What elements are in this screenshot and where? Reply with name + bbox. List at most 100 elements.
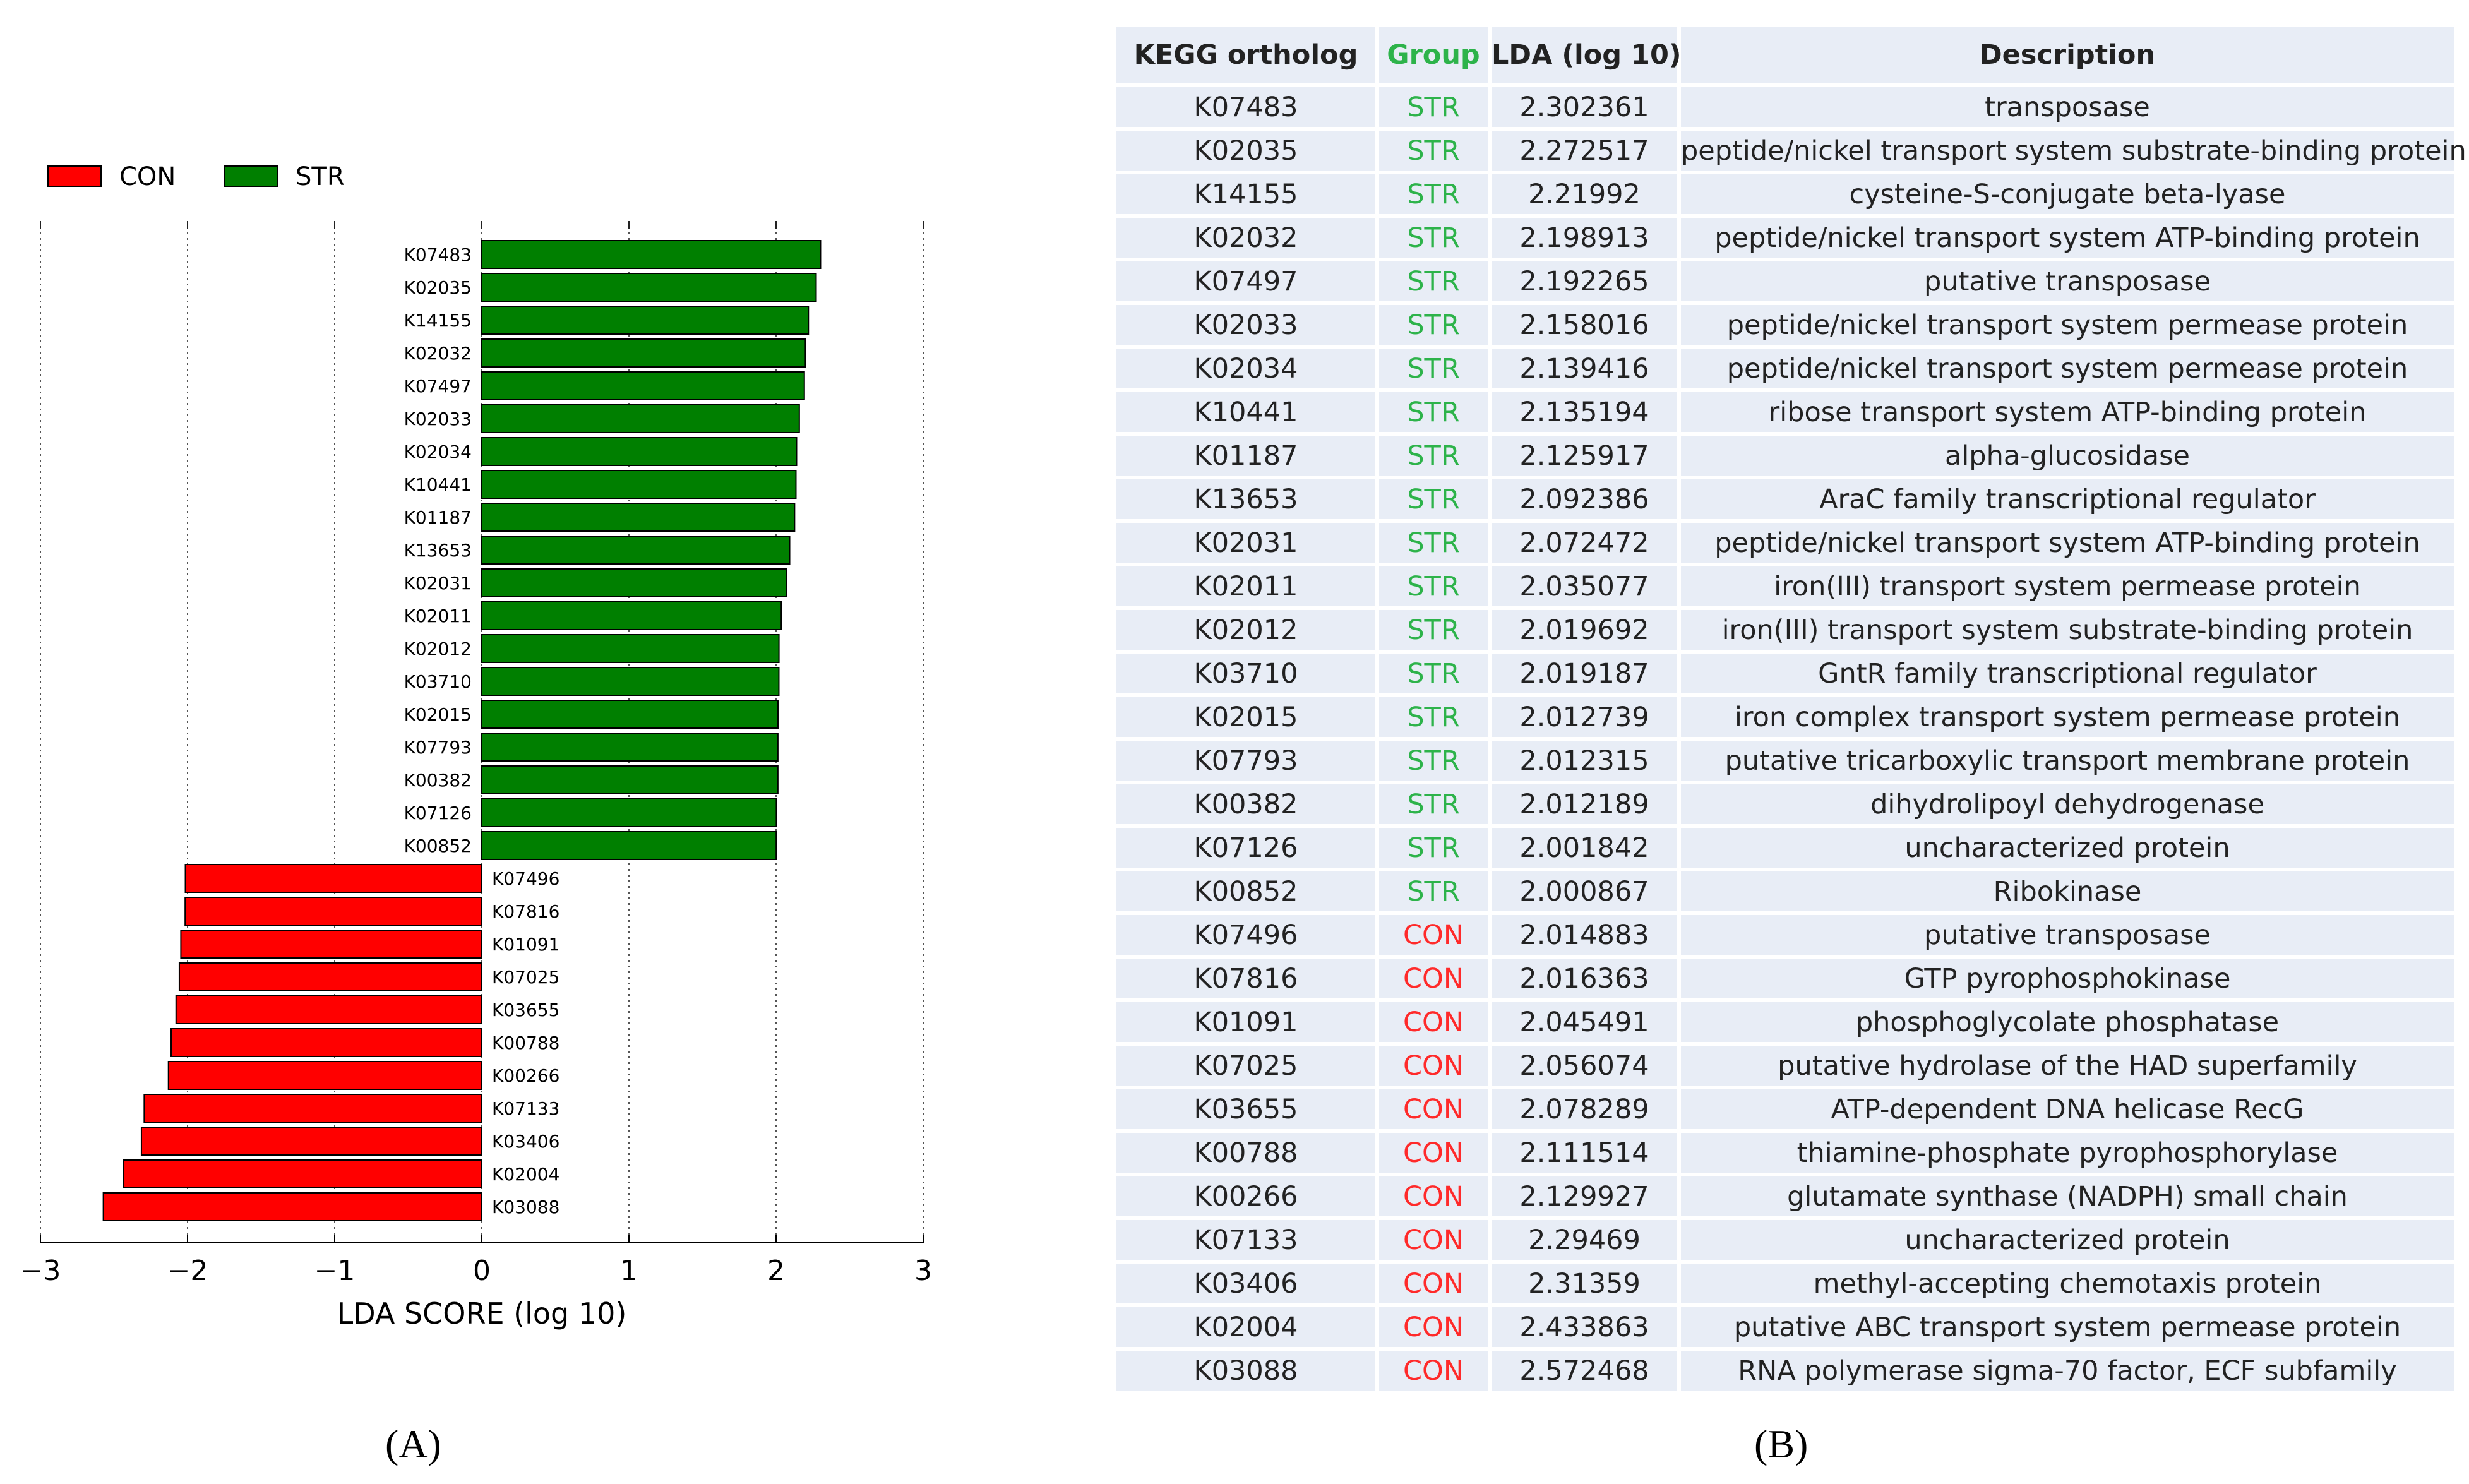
table-row: K03406 CON 2.31359 methyl-accepting chemota… [1116, 1264, 2454, 1303]
cell-kegg-ortholog: K00852 [1116, 871, 1375, 911]
table-row: K07816 CON 2.016363 GTP pyrophosphokinase [1116, 959, 2454, 998]
table-row: K03088 CON 2.572468 RNA polymerase sigma-70… [1116, 1351, 2454, 1391]
cell-kegg-ortholog: K03655 [1116, 1089, 1375, 1129]
bars: K07483 K02035 K14155 K02032 K07497 K02033 K020… [102, 240, 822, 1221]
cell-group: STR [1379, 261, 1488, 301]
cell-lda: 2.129927 [1492, 1176, 1677, 1216]
bar-K00266 [167, 1061, 482, 1090]
bar-K02031 [481, 568, 787, 597]
cell-lda: 2.125917 [1492, 436, 1677, 476]
cell-lda: 2.000867 [1492, 871, 1677, 911]
cell-kegg-ortholog: K00788 [1116, 1133, 1375, 1173]
table-row: K07483 STR 2.302361 transposase [1116, 87, 2454, 127]
cell-kegg-ortholog: K02034 [1116, 349, 1375, 388]
cell-kegg-ortholog: K03710 [1116, 654, 1375, 693]
category-label: K02012 [404, 638, 472, 659]
category-label: K00852 [404, 835, 472, 856]
cell-kegg-ortholog: K02032 [1116, 218, 1375, 258]
table-row: K03655 CON 2.078289 ATP-dependent DNA helic… [1116, 1089, 2454, 1129]
category-label: K01187 [404, 507, 472, 528]
category-label: K02031 [404, 573, 472, 594]
legend: CON STR [47, 162, 345, 191]
table-row: K02015 STR 2.012739 iron complex transport … [1116, 697, 2454, 737]
cell-description: RNA polymerase sigma-70 factor, ECF subf… [1681, 1351, 2454, 1391]
bar-K13653 [481, 536, 791, 565]
cell-kegg-ortholog: K07126 [1116, 828, 1375, 868]
bar-K02004 [123, 1159, 483, 1188]
cell-description: putative ABC transport system permease p… [1681, 1307, 2454, 1347]
category-label: K02034 [404, 441, 472, 462]
cell-group: CON [1379, 1176, 1488, 1216]
category-label: K07816 [492, 901, 559, 922]
cell-kegg-ortholog: K13653 [1116, 479, 1375, 519]
cell-lda: 2.135194 [1492, 392, 1677, 432]
bar-K07025 [178, 962, 482, 991]
category-label: K03088 [492, 1197, 559, 1218]
cell-lda: 2.012315 [1492, 741, 1677, 781]
cell-group: CON [1379, 915, 1488, 955]
cell-description: uncharacterized protein [1681, 828, 2454, 868]
cell-kegg-ortholog: K07816 [1116, 959, 1375, 998]
cell-lda: 2.092386 [1492, 479, 1677, 519]
category-label: K07793 [404, 737, 472, 758]
cell-group: CON [1379, 1046, 1488, 1086]
cell-group: STR [1379, 871, 1488, 911]
cell-group: CON [1379, 1307, 1488, 1347]
table-header-row: KEGG ortholog Group LDA (log 10) Descrip… [1116, 27, 2454, 83]
cell-description: peptide/nickel transport system substrat… [1681, 131, 2466, 171]
cell-group: STR [1379, 349, 1488, 388]
category-label: K02032 [404, 343, 472, 364]
table-row: K02034 STR 2.139416 peptide/nickel transpor… [1116, 349, 2454, 388]
category-label: K00382 [404, 770, 472, 791]
cell-kegg-ortholog: K07497 [1116, 261, 1375, 301]
cell-kegg-ortholog: K00266 [1116, 1176, 1375, 1216]
cell-lda: 2.29469 [1492, 1220, 1677, 1260]
cell-description: peptide/nickel transport system permease… [1681, 305, 2454, 345]
bar-K01091 [180, 930, 482, 959]
table-row: K02033 STR 2.158016 peptide/nickel transpor… [1116, 305, 2454, 345]
table-row: K00788 CON 2.111514 thiamine-phosphate pyro… [1116, 1133, 2454, 1173]
table-row: K02035 STR 2.272517 peptide/nickel transpor… [1116, 131, 2466, 171]
cell-lda: 2.198913 [1492, 218, 1677, 258]
bar-K00852 [481, 831, 777, 860]
cell-group: STR [1379, 523, 1488, 563]
table-row: K02011 STR 2.035077 iron(III) transport sys… [1116, 566, 2454, 606]
cell-lda: 2.158016 [1492, 305, 1677, 345]
table-row: K03710 STR 2.019187 GntR family transcripti… [1116, 654, 2454, 693]
cell-lda: 2.056074 [1492, 1046, 1677, 1086]
table-row: K07497 STR 2.192265 putative transposase [1116, 261, 2454, 301]
cell-lda: 2.045491 [1492, 1002, 1677, 1042]
category-label: K07025 [492, 967, 559, 988]
x-tick-label: 3 [914, 1255, 932, 1287]
cell-group: STR [1379, 305, 1488, 345]
cell-kegg-ortholog: K02033 [1116, 305, 1375, 345]
cell-lda: 2.012189 [1492, 784, 1677, 824]
x-axis: −3 −2 −1 0 1 2 3 LDA SCORE (log 10) [20, 1235, 932, 1331]
cell-group: STR [1379, 479, 1488, 519]
cell-group: CON [1379, 1220, 1488, 1260]
table-row: K07133 CON 2.29469 uncharacterized protein [1116, 1220, 2454, 1260]
cell-lda: 2.019187 [1492, 654, 1677, 693]
bar-K07816 [184, 897, 482, 926]
bar-K03710 [481, 667, 780, 696]
cell-group: STR [1379, 218, 1488, 258]
x-tick-label: 2 [767, 1255, 785, 1287]
cell-kegg-ortholog: K10441 [1116, 392, 1375, 432]
category-label: K02004 [492, 1164, 559, 1185]
cell-group: STR [1379, 654, 1488, 693]
cell-description: ribose transport system ATP-binding prot… [1681, 392, 2454, 432]
cell-group: STR [1379, 828, 1488, 868]
cell-description: peptide/nickel transport system ATP-bind… [1681, 218, 2454, 258]
legend-swatch-con [47, 165, 102, 187]
table-row: K01187 STR 2.125917 alpha-glucosidase [1116, 436, 2454, 476]
cell-description: alpha-glucosidase [1681, 436, 2454, 476]
cell-lda: 2.272517 [1492, 131, 1677, 171]
table-row: K10441 STR 2.135194 ribose transport system… [1116, 392, 2454, 432]
cell-kegg-ortholog: K14155 [1116, 174, 1375, 214]
cell-lda: 2.014883 [1492, 915, 1677, 955]
bar-K03655 [175, 995, 482, 1024]
category-label: K02015 [404, 704, 472, 725]
cell-kegg-ortholog: K03406 [1116, 1264, 1375, 1303]
cell-description: putative tricarboxylic transport membran… [1681, 741, 2454, 781]
bar-K07793 [481, 733, 779, 762]
